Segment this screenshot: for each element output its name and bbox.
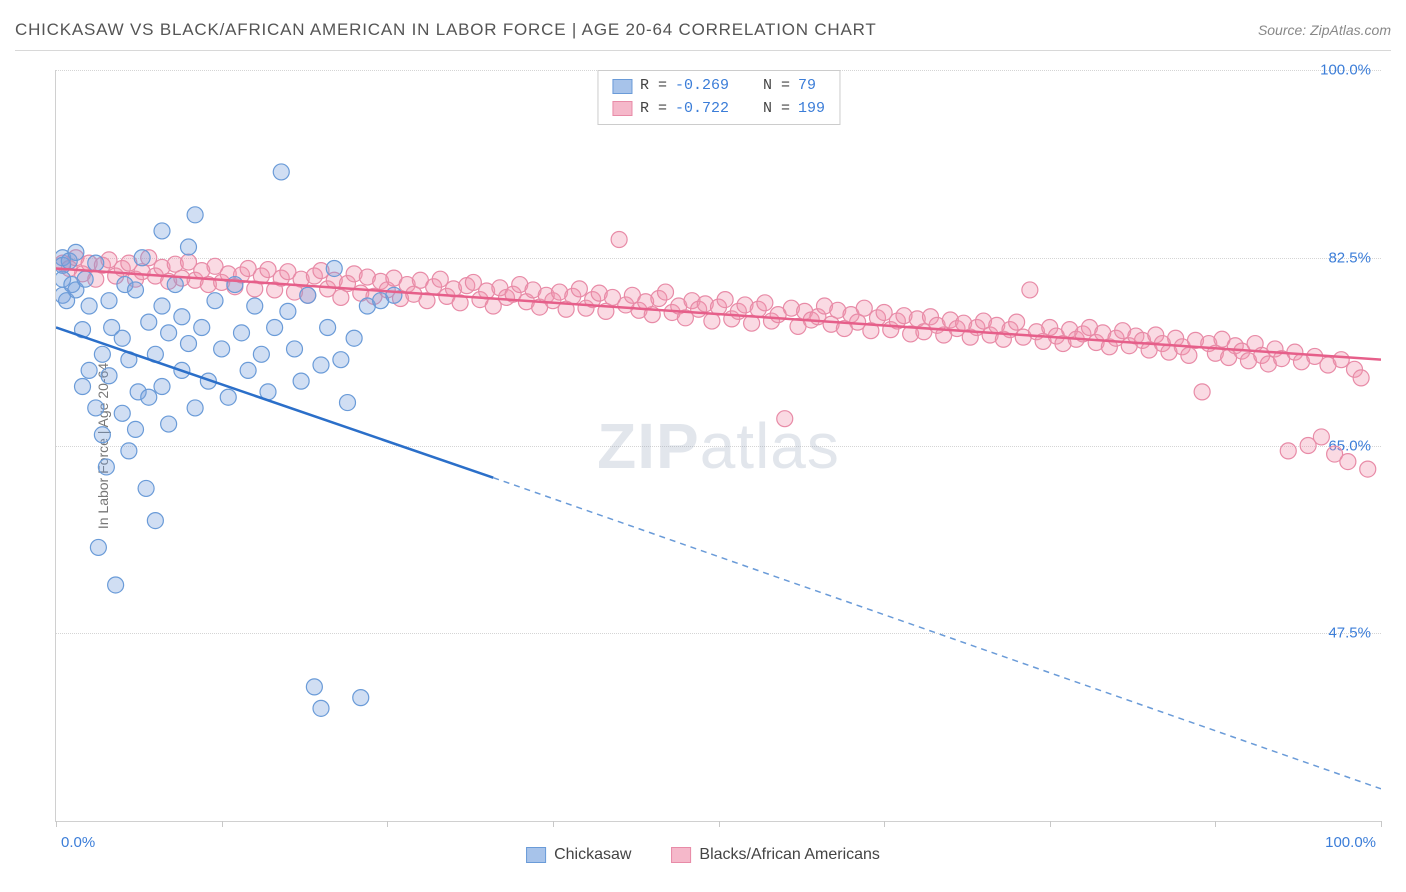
legend-label-series-1: Blacks/African Americans	[699, 846, 880, 864]
legend-item-series-1: Blacks/African Americans	[671, 846, 880, 864]
plot-svg	[56, 70, 1381, 821]
legend-label-series-0: Chickasaw	[554, 846, 631, 864]
legend-swatch-bottom-0	[526, 847, 546, 863]
legend-item-series-0: Chickasaw	[526, 846, 631, 864]
chart-header: CHICKASAW VS BLACK/AFRICAN AMERICAN IN L…	[15, 20, 1391, 51]
legend-row-series-1: R = -0.722 N = 199	[612, 98, 825, 121]
legend-swatch-series-1	[612, 101, 632, 116]
chart-source: Source: ZipAtlas.com	[1258, 22, 1391, 38]
legend-swatch-series-0	[612, 79, 632, 94]
chart-title: CHICKASAW VS BLACK/AFRICAN AMERICAN IN L…	[15, 20, 877, 40]
x-tick-label-max: 100.0%	[1325, 834, 1376, 851]
series-legend: Chickasaw Blacks/African Americans	[526, 846, 880, 864]
legend-row-series-0: R = -0.269 N = 79	[612, 75, 825, 98]
correlation-legend: R = -0.269 N = 79 R = -0.722 N = 199	[597, 70, 840, 125]
plot-region: R = -0.269 N = 79 R = -0.722 N = 199 ZIP…	[55, 70, 1381, 822]
x-tick-label-min: 0.0%	[61, 834, 95, 851]
chart-area: In Labor Force | Age 20-64 R = -0.269 N …	[50, 60, 1386, 832]
legend-swatch-bottom-1	[671, 847, 691, 863]
